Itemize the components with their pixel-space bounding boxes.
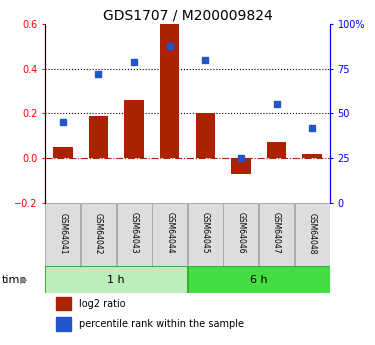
Text: GSM64045: GSM64045 xyxy=(201,213,210,254)
Bar xyxy=(56,317,70,331)
Bar xyxy=(152,203,187,266)
Bar xyxy=(56,296,70,310)
Bar xyxy=(231,158,251,174)
Text: 1 h: 1 h xyxy=(107,275,125,285)
Bar xyxy=(45,203,80,266)
Text: GSM64046: GSM64046 xyxy=(236,213,245,254)
Bar xyxy=(117,203,152,266)
Bar xyxy=(295,203,330,266)
Text: GSM64047: GSM64047 xyxy=(272,213,281,254)
Bar xyxy=(45,266,187,293)
Bar xyxy=(302,154,322,158)
Bar xyxy=(267,142,286,158)
Bar xyxy=(188,266,330,293)
Text: log2 ratio: log2 ratio xyxy=(79,298,126,308)
Bar xyxy=(224,203,258,266)
Bar xyxy=(259,203,294,266)
Bar xyxy=(88,116,108,158)
Bar xyxy=(160,24,180,158)
Bar xyxy=(81,203,116,266)
Text: GSM64048: GSM64048 xyxy=(308,213,316,254)
Text: GSM64042: GSM64042 xyxy=(94,213,103,254)
Text: time: time xyxy=(2,275,27,285)
Title: GDS1707 / M200009824: GDS1707 / M200009824 xyxy=(103,9,272,23)
Text: GSM64044: GSM64044 xyxy=(165,213,174,254)
Text: GSM64043: GSM64043 xyxy=(130,213,139,254)
Text: 6 h: 6 h xyxy=(250,275,268,285)
Text: GSM64041: GSM64041 xyxy=(58,213,68,254)
Bar xyxy=(188,203,223,266)
Bar xyxy=(53,147,73,158)
Text: percentile rank within the sample: percentile rank within the sample xyxy=(79,319,244,329)
Bar xyxy=(195,114,215,158)
Text: ▶: ▶ xyxy=(20,275,27,285)
Bar xyxy=(124,100,144,158)
